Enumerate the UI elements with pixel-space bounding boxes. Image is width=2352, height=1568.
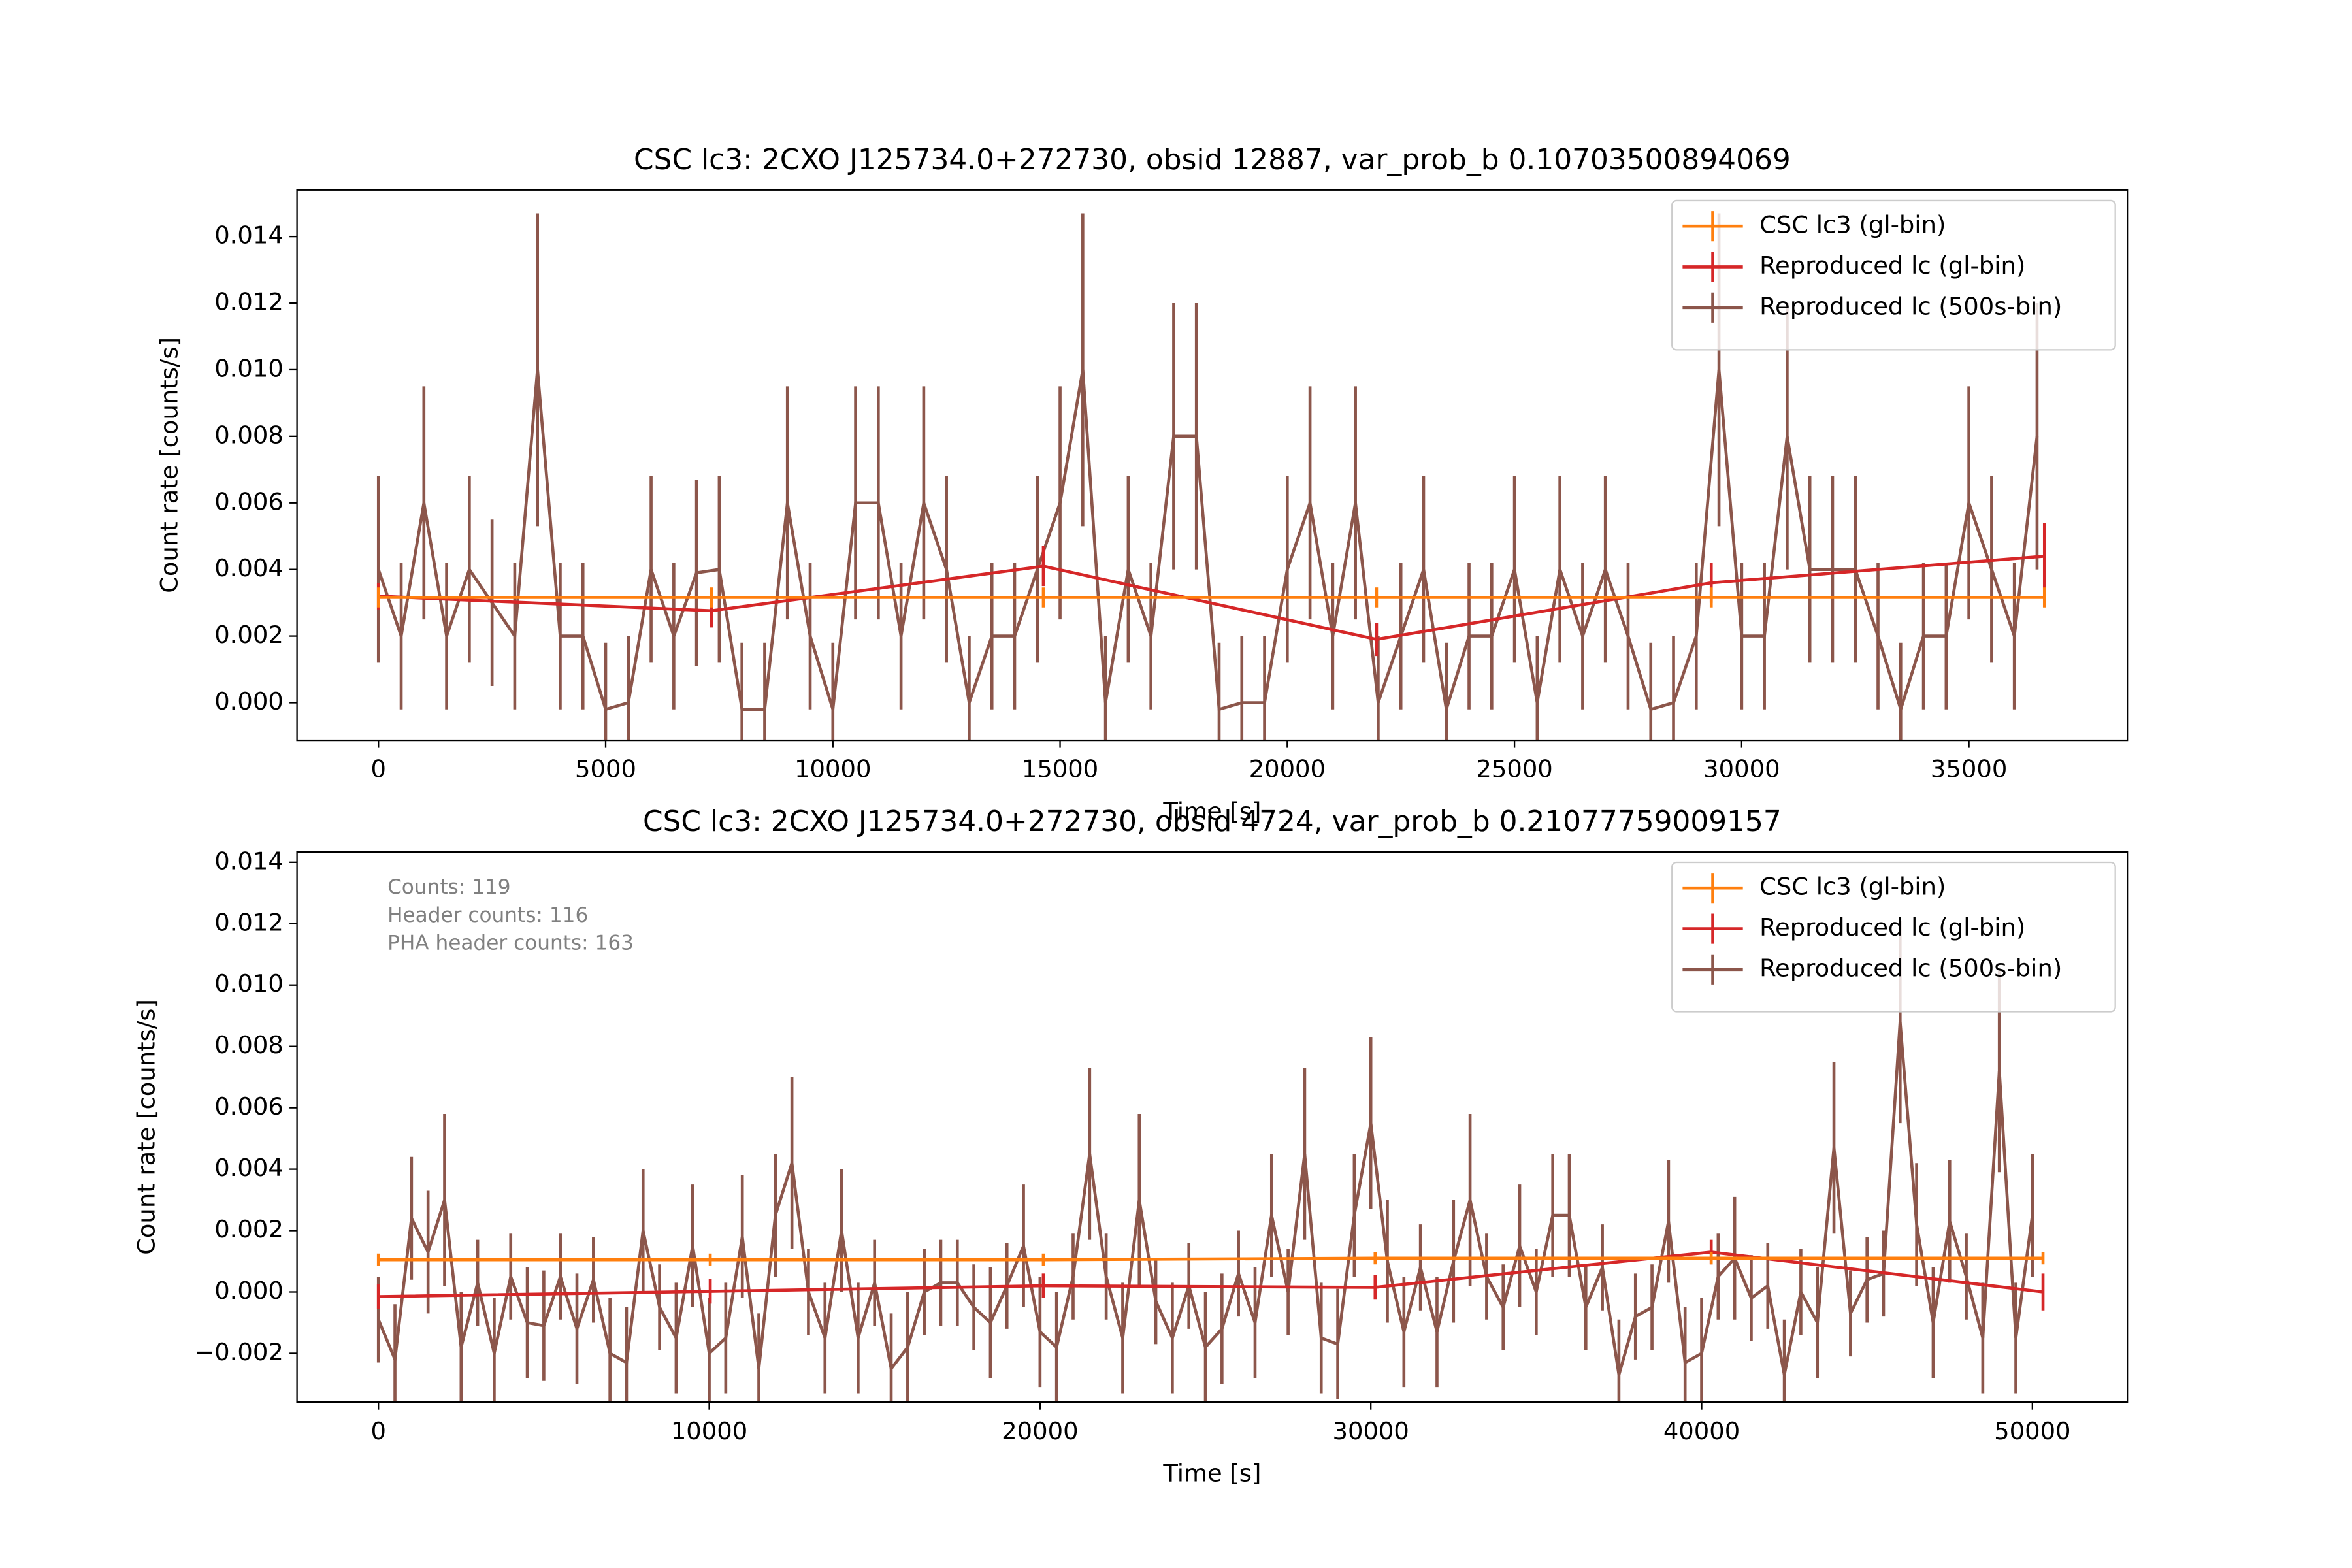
x-tick-label: 15000 bbox=[1022, 755, 1098, 783]
annotation: Header counts: 116 bbox=[387, 904, 588, 927]
legend-box bbox=[1671, 199, 2116, 351]
subplot: CSC lc3: 2CXO J125734.0+272730, obsid 12… bbox=[155, 143, 2129, 825]
y-tick-label: 0.012 bbox=[214, 908, 284, 936]
legend: CSC lc3 (gl-bin) Reproduced lc (gl-bin) Re… bbox=[1671, 199, 2116, 351]
y-tick-label: 0.014 bbox=[214, 221, 284, 250]
plot-area bbox=[376, 921, 2045, 1403]
axes-frame bbox=[296, 189, 2129, 742]
legend-label: Reproduced lc (gl-bin) bbox=[1759, 252, 2025, 280]
legend-box bbox=[1671, 861, 2116, 1013]
legend-label: CSC lc3 (gl-bin) bbox=[1759, 873, 1946, 901]
series-line bbox=[378, 1256, 2044, 1262]
axes-frame bbox=[296, 851, 2129, 1403]
x-tick-label: 20000 bbox=[1002, 1417, 1078, 1445]
legend-label: Reproduced lc (gl-bin) bbox=[1759, 913, 2025, 941]
legend-label: Reproduced lc (500s-bin) bbox=[1759, 292, 2062, 320]
series-line bbox=[378, 554, 2045, 642]
y-axis-label: Count rate [counts/s] bbox=[133, 999, 161, 1255]
x-tick-label: 25000 bbox=[1476, 755, 1552, 783]
annotation: PHA header counts: 163 bbox=[387, 932, 634, 955]
x-tick-label: 50000 bbox=[1994, 1417, 2070, 1445]
x-tick-label: 10000 bbox=[671, 1417, 747, 1445]
annotation: Counts: 119 bbox=[387, 875, 511, 899]
y-axis-label: Count rate [counts/s] bbox=[155, 337, 183, 593]
x-tick-label: 0 bbox=[370, 1417, 385, 1445]
legend-label: CSC lc3 (gl-bin) bbox=[1759, 211, 1946, 239]
subplot-title: CSC lc3: 2CXO J125734.0+272730, obsid 47… bbox=[643, 805, 1782, 838]
y-tick-label: 0.004 bbox=[214, 1154, 284, 1182]
y-tick-label: 0.004 bbox=[214, 554, 284, 582]
y-tick-label: 0.012 bbox=[214, 288, 284, 316]
x-tick-label: 20000 bbox=[1249, 755, 1326, 783]
y-tick-label: 0.014 bbox=[214, 847, 284, 875]
y-tick-label: 0.008 bbox=[214, 1031, 284, 1059]
x-tick-label: 35000 bbox=[1931, 755, 2007, 783]
y-tick-label: 0.002 bbox=[214, 1215, 284, 1243]
x-tick-label: 40000 bbox=[1663, 1417, 1740, 1445]
y-tick-label: 0.008 bbox=[214, 421, 284, 449]
y-tick-label: −0.002 bbox=[194, 1338, 284, 1366]
y-tick-label: 0.000 bbox=[214, 1277, 284, 1305]
x-axis-label: Time [s] bbox=[1162, 1459, 1261, 1487]
y-tick-label: 0.000 bbox=[214, 687, 284, 715]
y-tick-label: 0.010 bbox=[214, 354, 284, 382]
y-tick-label: 0.006 bbox=[214, 1092, 284, 1120]
legend-label: Reproduced lc (500s-bin) bbox=[1759, 954, 2062, 982]
x-tick-label: 10000 bbox=[794, 755, 871, 783]
subplot: CSC lc3: 2CXO J125734.0+272730, obsid 47… bbox=[133, 805, 2129, 1487]
y-tick-label: 0.002 bbox=[214, 621, 284, 649]
plot-area bbox=[376, 213, 2046, 741]
x-tick-label: 30000 bbox=[1703, 755, 1780, 783]
subplot-title: CSC lc3: 2CXO J125734.0+272730, obsid 12… bbox=[634, 143, 1791, 176]
x-tick-label: 30000 bbox=[1332, 1417, 1409, 1445]
legend: CSC lc3 (gl-bin) Reproduced lc (gl-bin) Re… bbox=[1671, 861, 2116, 1013]
x-axis-label: Time [s] bbox=[1162, 797, 1261, 825]
y-tick-label: 0.010 bbox=[214, 970, 284, 998]
x-tick-label: 0 bbox=[371, 755, 386, 783]
series-line bbox=[377, 369, 2039, 715]
x-tick-label: 5000 bbox=[575, 755, 636, 783]
y-tick-label: 0.006 bbox=[214, 487, 284, 515]
